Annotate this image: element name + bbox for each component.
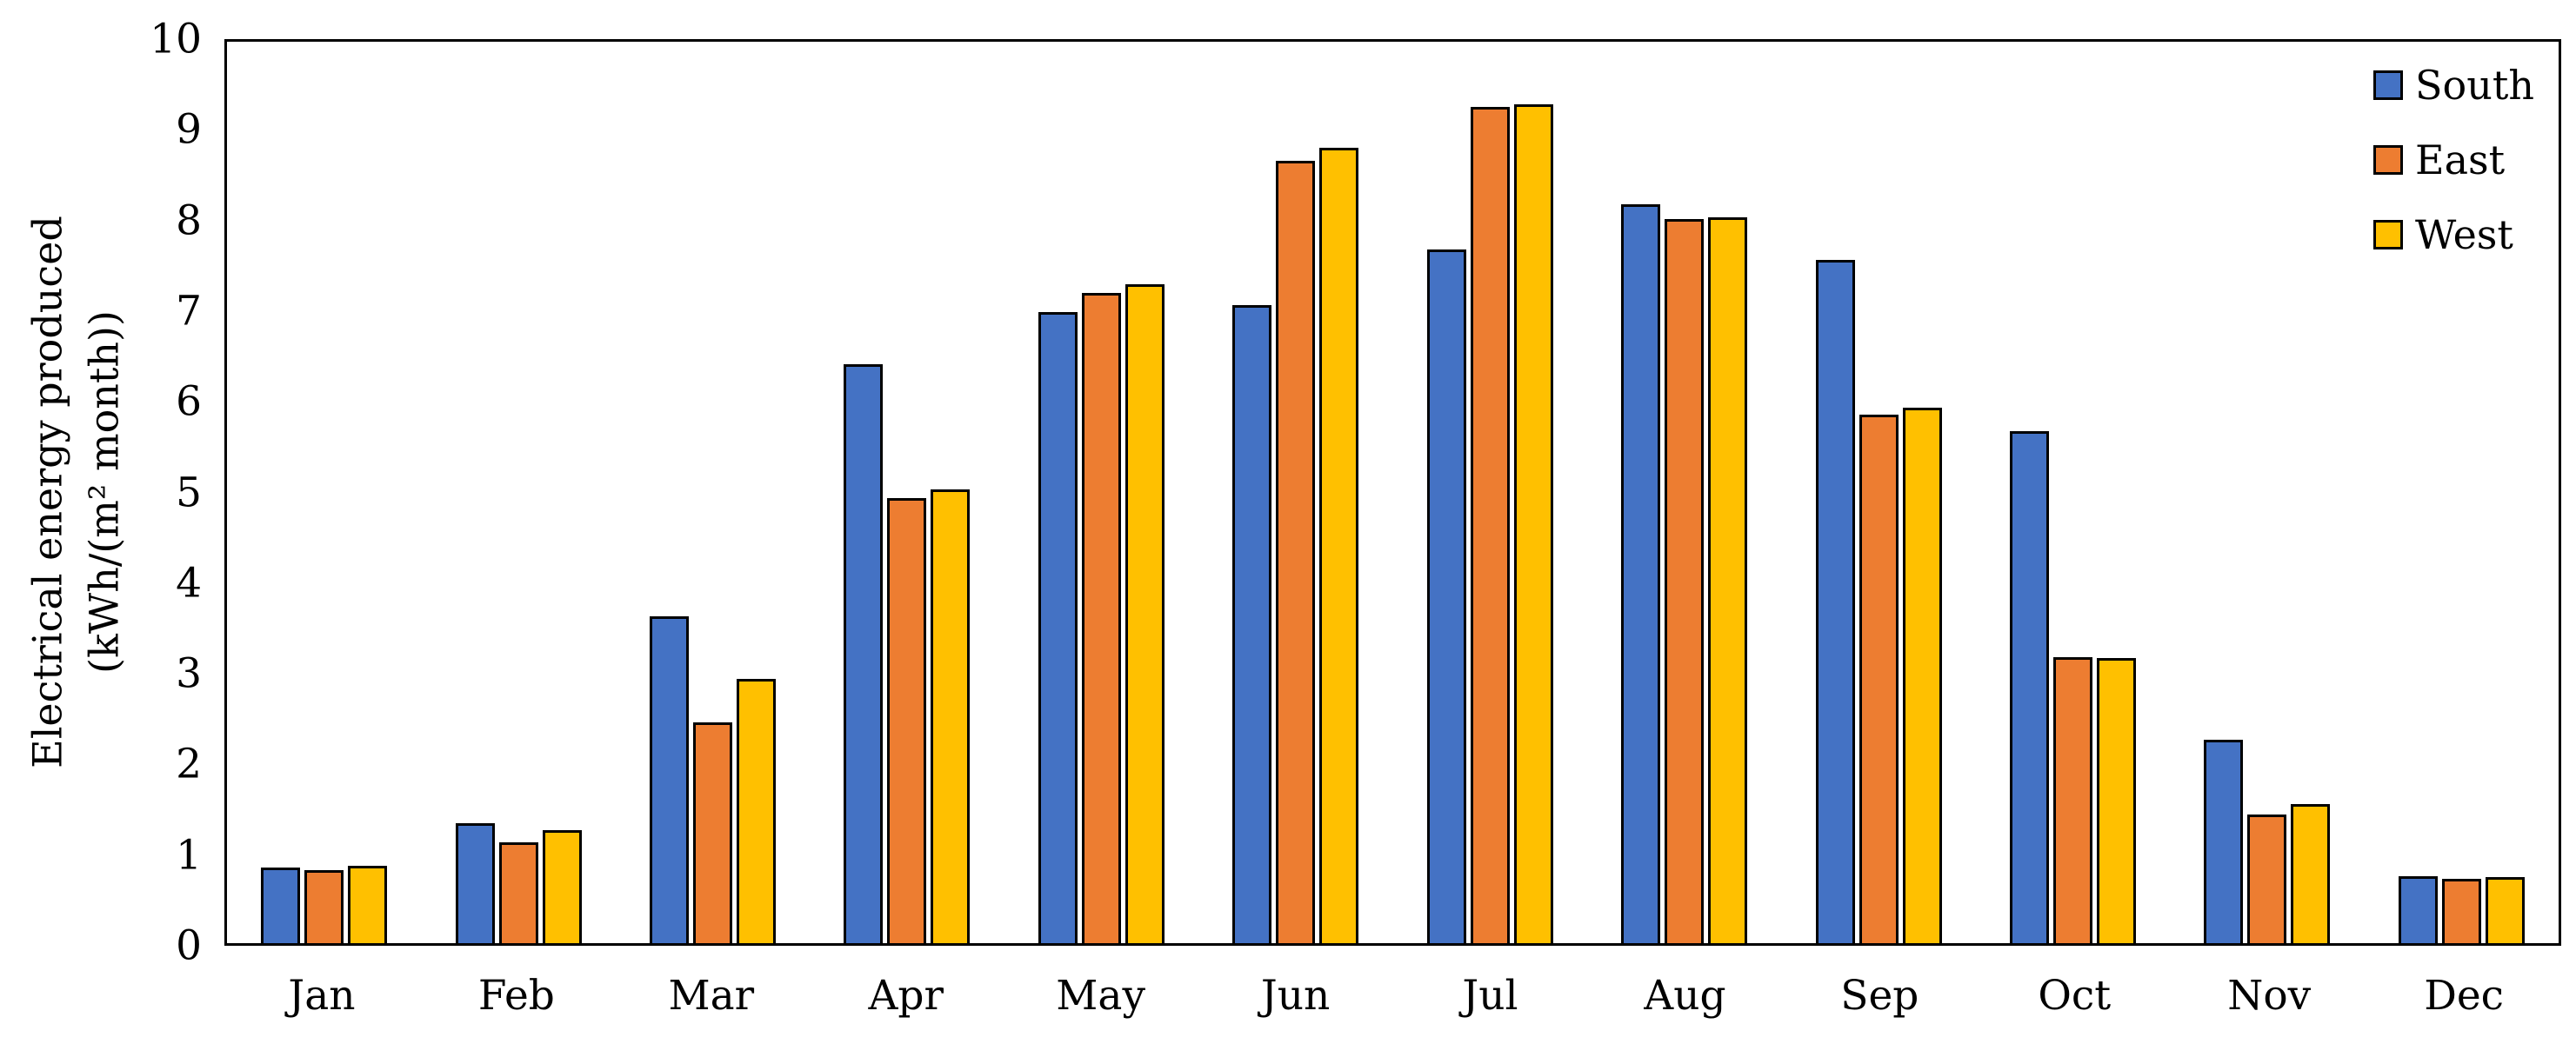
bar-south-oct [2010,430,2049,943]
x-label-jan: Jan [288,972,356,1020]
bar-group-oct [1976,42,2170,943]
y-tick-label-2: 2 [176,740,202,788]
bar-east-nov [2247,814,2287,943]
bar-west-jun [1319,148,1359,943]
legend-swatch-west [2373,219,2404,249]
x-label-aug: Aug [1644,972,1726,1020]
bar-south-nov [2204,739,2244,943]
y-tick-label-1: 1 [176,831,202,880]
bar-south-aug [1621,203,1661,943]
bar-south-feb [455,823,495,943]
bar-east-dec [2441,879,2481,943]
x-label-apr: Apr [868,972,944,1020]
legend-label-east: East [2415,136,2506,183]
x-label-mar: Mar [668,972,755,1020]
bar-group-jul [1393,42,1587,943]
bar-west-feb [542,830,582,943]
x-label-sep: Sep [1840,972,1919,1020]
bar-south-jun [1232,304,1272,943]
bar-east-feb [498,841,538,943]
legend-item-west: West [2373,210,2534,258]
y-tick-label-3: 3 [176,649,202,698]
bar-east-jun [1276,160,1316,943]
legend-label-south: South [2415,61,2534,109]
bar-south-mar [650,615,690,943]
legend: South East West [2373,61,2534,258]
y-tick-label-10: 10 [150,15,202,63]
bar-group-mar [616,42,810,943]
bar-south-jan [261,867,301,943]
legend-swatch-east [2373,144,2404,175]
bar-east-apr [887,497,927,943]
legend-label-west: West [2415,210,2513,258]
x-label-oct: Oct [2038,972,2112,1020]
bar-group-jan [227,42,421,943]
bar-south-apr [844,364,884,943]
bar-west-may [1124,283,1165,943]
plot-area: South East West [224,39,2561,946]
y-tick-label-5: 5 [176,469,202,516]
y-tick-label-4: 4 [176,559,202,608]
bar-group-may [1004,42,1198,943]
y-tick-label-0: 0 [176,921,202,970]
bar-east-oct [2053,657,2092,943]
y-tick-label-6: 6 [176,377,202,426]
x-label-jun: Jun [1260,972,1331,1020]
bar-group-apr [810,42,1004,943]
x-axis-category-labels: Jan Feb Mar Apr May Jun Jul Aug Sep Oct Nov Dec [224,972,2561,1021]
bar-group-nov [2170,42,2364,943]
legend-swatch-south [2373,70,2404,100]
y-tick-label-7: 7 [176,287,202,336]
bar-east-jan [304,870,344,943]
y-tick-label-9: 9 [176,105,202,154]
bar-west-nov [2291,804,2331,943]
bar-groups [227,42,2559,943]
bar-south-dec [2398,876,2438,943]
x-label-nov: Nov [2227,972,2312,1020]
x-label-dec: Dec [2424,972,2505,1020]
bar-west-jan [348,865,388,943]
legend-item-east: East [2373,136,2534,183]
bar-south-may [1038,312,1078,943]
bar-east-aug [1665,219,1705,943]
bar-east-mar [693,721,733,943]
bar-east-may [1081,293,1121,943]
bar-group-feb [421,42,615,943]
bar-west-jul [1513,103,1553,943]
bar-west-sep [1902,408,1942,943]
bar-west-mar [737,679,777,943]
x-label-may: May [1056,972,1145,1020]
bar-group-dec [2365,42,2559,943]
bar-west-aug [1708,217,1748,943]
y-tick-label-8: 8 [176,196,202,245]
bar-west-dec [2485,877,2525,943]
x-label-jul: Jul [1462,972,1518,1020]
bar-group-jun [1198,42,1392,943]
bar-west-oct [2097,658,2136,943]
bar-east-jul [1470,106,1510,943]
bar-east-sep [1859,415,1899,943]
legend-item-south: South [2373,61,2534,109]
x-label-feb: Feb [477,972,555,1020]
bar-west-apr [931,489,971,943]
bar-south-jul [1426,249,1466,943]
bar-south-sep [1815,259,1855,943]
bar-group-aug [1587,42,1781,943]
bar-group-sep [1781,42,1975,943]
